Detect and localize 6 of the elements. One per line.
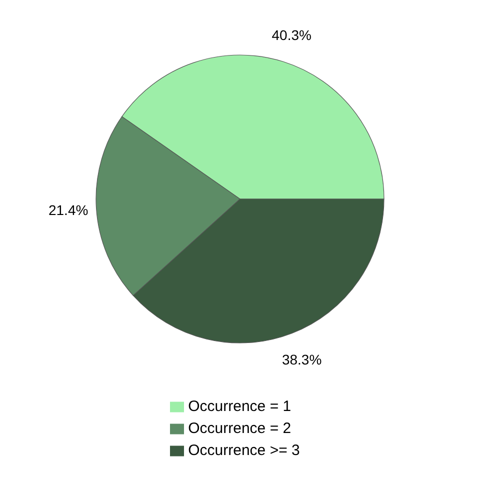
legend-label: Occurrence = 2	[188, 420, 292, 437]
data-label: 21.4%	[48, 202, 88, 218]
legend-label: Occurrence >= 3	[188, 442, 300, 459]
legend-label: Occurrence = 1	[188, 398, 292, 415]
data-label: 40.3%	[272, 26, 312, 43]
data-label: 38.3%	[282, 352, 322, 368]
